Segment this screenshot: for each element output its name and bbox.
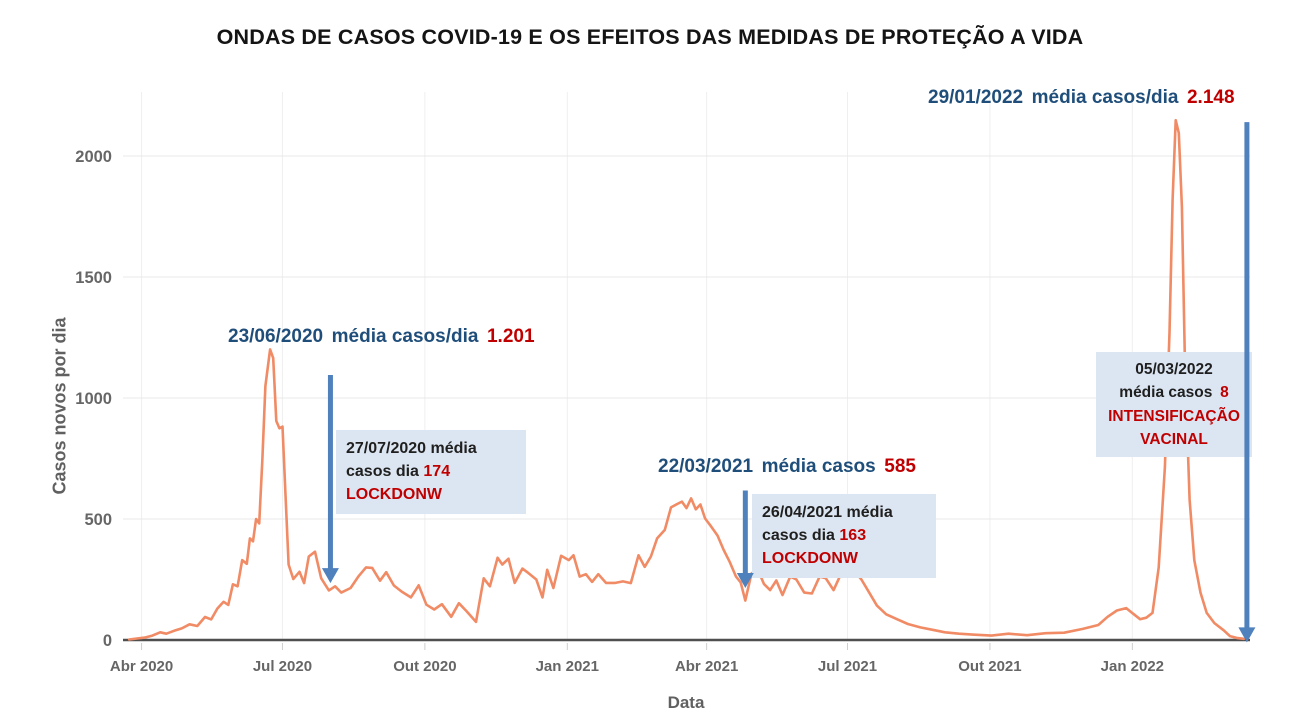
x-tick-label-abr-2021: Abr 2021 — [675, 658, 738, 675]
lockdown2-value: 163 — [839, 527, 867, 545]
x-tick-label-out-2021: Out 2021 — [958, 658, 1021, 675]
x-tick-label-jan-2021: Jan 2021 — [536, 658, 599, 675]
vaccine-tag-line1: INTENSIFICAÇÃO — [1108, 407, 1240, 425]
peak2-annotation: 22/03/2021 média casos 585 — [658, 456, 916, 478]
x-tick-label-out-2020: Out 2020 — [393, 658, 456, 675]
peak1-annotation: 23/06/2020 média casos/dia 1.201 — [228, 326, 535, 348]
lockdown1-tag: LOCKDONW — [346, 486, 442, 504]
y-tick-label-500: 500 — [84, 511, 112, 529]
lockdown1-annotation-box: 27/07/2020 média casos dia 174 LOCKDONW — [336, 430, 526, 514]
vaccine-value: 8 — [1220, 384, 1229, 402]
lockdown1-value: 174 — [423, 463, 451, 481]
peak2-value: 585 — [884, 456, 916, 477]
x-axis-title: Data — [667, 693, 705, 712]
peak3-value: 2.148 — [1186, 87, 1235, 108]
chart-title: ONDAS DE CASOS COVID-19 E OS EFEITOS DAS… — [216, 25, 1084, 49]
lockdown1-date: 27/07/2020 — [346, 440, 427, 457]
peak3-annotation: 29/01/2022 média casos/dia 2.148 — [928, 87, 1235, 109]
y-tick-label-1500: 1500 — [75, 269, 112, 287]
x-tick-label-jul-2021: Jul 2021 — [818, 658, 877, 675]
vaccine-date: 05/03/2022 — [1135, 361, 1213, 378]
peak2-date: 22/03/2021 — [658, 456, 754, 477]
vaccine-tag-line2: VACINAL — [1140, 430, 1208, 448]
lockdown2-annotation-box: 26/04/2021 média casos dia 163 LOCKDONW — [752, 494, 936, 578]
lockdown2-label: média casos dia — [762, 504, 893, 545]
vaccination-annotation-box: 05/03/2022 média casos 8 INTENSIFICAÇÃO … — [1096, 352, 1252, 457]
vaccine-label: média casos — [1119, 384, 1213, 402]
peak1-date: 23/06/2020 — [228, 326, 324, 347]
peak1-label: média casos/dia — [331, 326, 479, 347]
peak1-value: 1.201 — [486, 326, 535, 347]
y-tick-label-1000: 1000 — [75, 390, 112, 408]
lockdown2-tag: LOCKDONW — [762, 550, 858, 568]
y-tick-label-0: 0 — [103, 632, 112, 650]
x-tick-label-jul-2020: Jul 2020 — [253, 658, 312, 675]
y-tick-label-2000: 2000 — [75, 148, 112, 166]
x-tick-label-jan-2022: Jan 2022 — [1101, 658, 1164, 675]
peak2-label: média casos — [761, 456, 876, 477]
covid-cases-line — [127, 118, 1246, 641]
lockdown1-label: média casos dia — [346, 440, 477, 481]
lockdown2-date: 26/04/2021 — [762, 504, 843, 521]
peak3-date: 29/01/2022 — [928, 87, 1024, 108]
peak3-label: média casos/dia — [1031, 87, 1179, 108]
x-tick-label-abr-2020: Abr 2020 — [110, 658, 173, 675]
